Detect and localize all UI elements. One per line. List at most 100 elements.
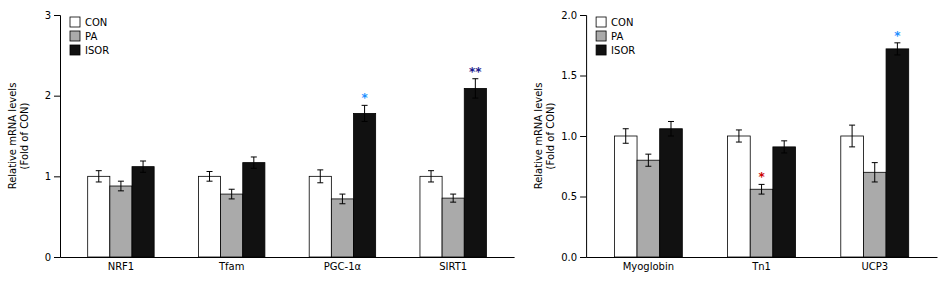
tick-label: NRF1 <box>108 261 135 272</box>
tick-label: 0.0 <box>561 252 577 263</box>
legend-swatch <box>70 31 80 41</box>
error-bar <box>668 121 674 136</box>
marks <box>88 79 487 257</box>
x-tick: PGC-1α <box>324 257 362 272</box>
y-axis-title-line: Relative mRNA levels <box>533 83 544 190</box>
bar <box>354 113 376 257</box>
y-axis: 0123 <box>45 10 61 263</box>
axis-line <box>54 16 61 258</box>
annotation: ** <box>469 65 482 79</box>
y-tick: 1.5 <box>561 70 586 81</box>
series <box>110 181 464 257</box>
bar <box>198 176 220 257</box>
legend-label: PA <box>611 31 623 42</box>
x-tick: NRF1 <box>108 257 135 272</box>
error-bar <box>118 181 124 191</box>
x-tick: Tn1 <box>751 257 771 272</box>
bar <box>243 163 265 257</box>
y-tick: 1 <box>45 171 60 182</box>
x-tick: Myoglobin <box>623 257 674 272</box>
legend: CON PA ISOR <box>596 17 635 56</box>
tick-mark <box>54 176 60 177</box>
error-bar <box>140 161 146 172</box>
x-tick: Tfam <box>218 257 245 272</box>
y-axis-title-line: (Fold of CON) <box>19 103 30 170</box>
tick-mark <box>580 257 586 258</box>
x-tick: UCP3 <box>861 257 888 272</box>
tick-label: Myoglobin <box>623 261 674 272</box>
bar <box>464 88 486 257</box>
tick-mark <box>580 76 586 77</box>
error-bar <box>362 105 368 121</box>
marks <box>614 43 908 257</box>
tick-label: 1 <box>45 171 51 182</box>
y-tick: 1.0 <box>561 131 586 142</box>
legend: CON PA ISOR <box>70 17 109 56</box>
tick-mark <box>54 15 60 16</box>
error-bar <box>96 171 102 182</box>
bar <box>863 172 886 257</box>
panel: 0.0 0.5 1.0 1.5 2.0 Myoglobin Tn1 UCP3 Relative … <box>533 10 937 272</box>
legend-item: CON <box>596 17 633 28</box>
legend-swatch <box>596 31 606 41</box>
legend-item: PA <box>596 31 623 42</box>
tick-label: 2 <box>45 90 51 101</box>
legend-swatch <box>596 45 606 55</box>
legend-item: ISOR <box>596 45 635 56</box>
error-bar <box>339 194 345 204</box>
y-axis-title: Relative mRNA levels(Fold of CON) <box>533 83 556 190</box>
y-tick: 0.0 <box>561 252 586 263</box>
error-bar <box>472 79 478 98</box>
tick-mark <box>54 96 60 97</box>
axis-line <box>587 257 938 258</box>
bar <box>110 186 132 257</box>
y-tick: 0 <box>45 252 60 263</box>
series <box>660 43 909 257</box>
bar <box>88 176 110 257</box>
legend-label: PA <box>85 31 97 42</box>
legend-item: PA <box>70 31 97 42</box>
error-bar <box>317 170 323 183</box>
tick-label: PGC-1α <box>324 261 362 272</box>
error-bar <box>623 129 629 144</box>
legend-item: CON <box>70 17 107 28</box>
tick-label: SIRT1 <box>439 261 467 272</box>
error-bar <box>645 154 651 166</box>
y-tick: 2 <box>45 90 60 101</box>
error-bar <box>872 163 878 182</box>
y-axis: 0.0 0.5 1.0 1.5 2.0 <box>561 10 586 263</box>
bar <box>221 194 243 257</box>
x-tick: SIRT1 <box>439 257 467 272</box>
annotation: * <box>894 29 901 43</box>
legend-swatch <box>596 17 606 27</box>
legend-item: ISOR <box>70 45 109 56</box>
legend-label: ISOR <box>85 45 109 56</box>
tick-mark <box>580 136 586 137</box>
tick-label: 0.5 <box>561 191 577 202</box>
legend-label: CON <box>85 17 107 28</box>
y-axis-title-line: Relative mRNA levels <box>7 83 18 190</box>
axis-line <box>580 16 587 258</box>
bar <box>841 136 864 257</box>
bar <box>886 49 909 257</box>
bar <box>442 198 464 257</box>
tick-label: UCP3 <box>861 261 888 272</box>
x-axis: Myoglobin Tn1 UCP3 <box>587 257 938 272</box>
legend-label: ISOR <box>611 45 635 56</box>
panel: 0123NRF1TfamPGC-1αSIRT1Relative mRNA lev… <box>7 10 515 272</box>
bar <box>309 176 331 257</box>
bar <box>614 136 637 257</box>
y-tick: 2.0 <box>561 10 586 21</box>
annotation: * <box>758 170 765 184</box>
bar <box>637 160 660 257</box>
error-bar <box>207 171 213 181</box>
error-bar <box>229 189 235 199</box>
error-bar <box>781 141 787 153</box>
bar <box>773 147 796 257</box>
bar <box>132 167 154 257</box>
error-bar <box>450 194 456 202</box>
axis-line <box>61 257 515 258</box>
error-bar <box>736 130 742 142</box>
legend-swatch <box>70 17 80 27</box>
tick-mark <box>580 15 586 16</box>
